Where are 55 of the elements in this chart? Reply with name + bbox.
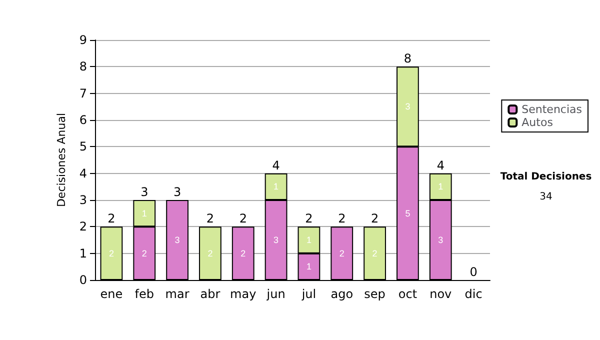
y-tick-label: 7 (79, 86, 87, 100)
y-tick-label: 3 (79, 193, 87, 207)
data-label: 2 (208, 248, 213, 258)
total-label: 8 (404, 52, 412, 66)
total-label: 2 (370, 212, 379, 226)
x-tick-label: feb (134, 287, 154, 301)
total-label: 2 (206, 212, 214, 226)
y-tick-label: 6 (79, 113, 87, 127)
data-label: 2 (142, 248, 147, 258)
data-label: 2 (108, 248, 114, 258)
data-label: 1 (274, 182, 279, 192)
x-tick-label: jun (266, 287, 286, 301)
x-tick-label: nov (430, 287, 452, 301)
y-axis-title: Decisiones Anual (55, 112, 68, 208)
legend-label: Autos (522, 116, 554, 129)
total-label: 2 (338, 212, 346, 226)
text: 34 (540, 192, 552, 202)
y-tick-label: 5 (79, 140, 87, 154)
y-tick-label: 2 (79, 220, 87, 234)
data-label: 1 (438, 182, 444, 192)
x-tick-label: may (230, 287, 256, 301)
x-tick-label: dic (464, 287, 482, 301)
data-label: 1 (306, 262, 312, 272)
data-label: 2 (240, 248, 246, 258)
total-label: 4 (272, 158, 280, 172)
y-tick-label: 9 (79, 33, 87, 47)
x-tick-label: ene (100, 287, 123, 301)
data-label: 3 (274, 235, 279, 245)
data-label: 2 (372, 248, 378, 258)
total-label: 2 (305, 212, 313, 226)
data-label: 3 (174, 235, 180, 245)
y-tick-label: 0 (79, 273, 87, 287)
y-tick-label: 1 (79, 246, 87, 260)
x-tick-label: jul (300, 287, 316, 301)
data-label: 3 (405, 102, 410, 112)
total-label: 3 (173, 185, 182, 199)
y-tick-label: 4 (79, 166, 87, 180)
data-label: 5 (405, 208, 410, 218)
total-label: 3 (140, 185, 148, 199)
text: Total Decisiones (500, 172, 592, 182)
total-label: 2 (239, 212, 247, 226)
total-label: 4 (436, 158, 444, 172)
x-tick-label: oct (398, 287, 418, 301)
x-tick-label: mar (165, 287, 190, 301)
data-label: 1 (142, 208, 147, 218)
x-tick-label: abr (200, 287, 220, 301)
total-label: 0 (470, 265, 478, 279)
y-tick-label: 8 (79, 60, 87, 74)
data-label: 1 (306, 235, 312, 245)
x-tick-label: ago (330, 287, 354, 301)
data-label: 2 (339, 248, 344, 258)
legend-label: Sentencias (522, 103, 582, 116)
data-label: 3 (438, 235, 444, 245)
x-tick-label: sep (364, 287, 386, 301)
total-label: 2 (108, 212, 116, 226)
